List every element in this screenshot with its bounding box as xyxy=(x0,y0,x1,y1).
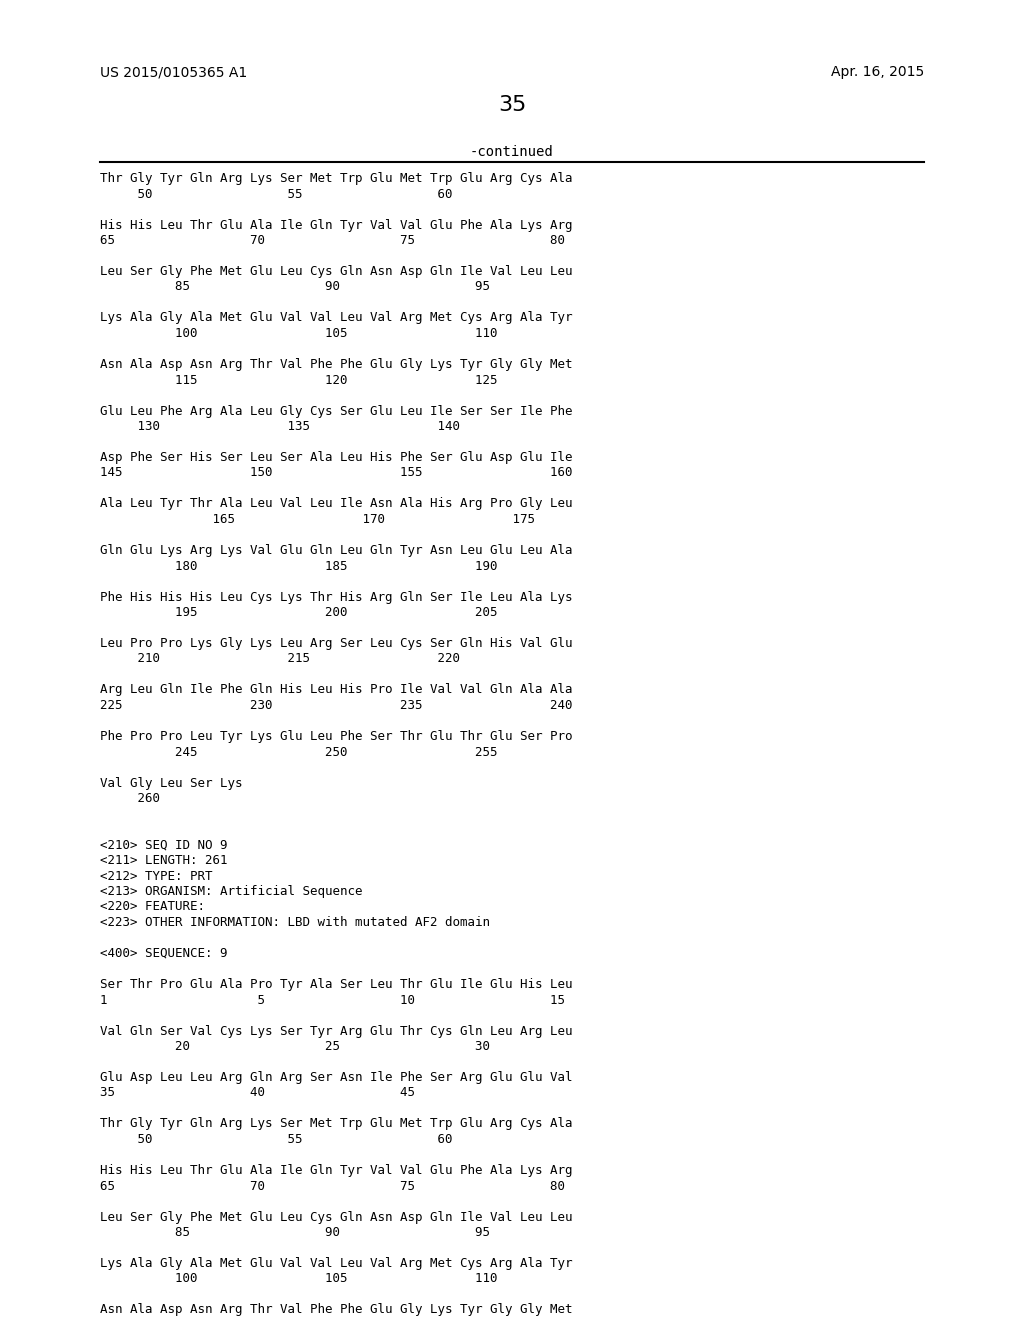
Text: Asp Phe Ser His Ser Leu Ser Ala Leu His Phe Ser Glu Asp Glu Ile: Asp Phe Ser His Ser Leu Ser Ala Leu His … xyxy=(100,451,572,465)
Text: 210                 215                 220: 210 215 220 xyxy=(100,652,460,665)
Text: 35: 35 xyxy=(498,95,526,115)
Text: Ala Leu Tyr Thr Ala Leu Val Leu Ile Asn Ala His Arg Pro Gly Leu: Ala Leu Tyr Thr Ala Leu Val Leu Ile Asn … xyxy=(100,498,572,511)
Text: 20                  25                  30: 20 25 30 xyxy=(100,1040,490,1053)
Text: 145                 150                 155                 160: 145 150 155 160 xyxy=(100,466,572,479)
Text: 225                 230                 235                 240: 225 230 235 240 xyxy=(100,700,572,711)
Text: Val Gly Leu Ser Lys: Val Gly Leu Ser Lys xyxy=(100,776,243,789)
Text: <223> OTHER INFORMATION: LBD with mutated AF2 domain: <223> OTHER INFORMATION: LBD with mutate… xyxy=(100,916,490,929)
Text: 115                 120                 125: 115 120 125 xyxy=(100,374,498,387)
Text: <211> LENGTH: 261: <211> LENGTH: 261 xyxy=(100,854,227,867)
Text: Asn Ala Asp Asn Arg Thr Val Phe Phe Glu Gly Lys Tyr Gly Gly Met: Asn Ala Asp Asn Arg Thr Val Phe Phe Glu … xyxy=(100,1304,572,1316)
Text: Thr Gly Tyr Gln Arg Lys Ser Met Trp Glu Met Trp Glu Arg Cys Ala: Thr Gly Tyr Gln Arg Lys Ser Met Trp Glu … xyxy=(100,172,572,185)
Text: 260: 260 xyxy=(100,792,160,805)
Text: 50                  55                  60: 50 55 60 xyxy=(100,1133,453,1146)
Text: 50                  55                  60: 50 55 60 xyxy=(100,187,453,201)
Text: Phe Pro Pro Leu Tyr Lys Glu Leu Phe Ser Thr Glu Thr Glu Ser Pro: Phe Pro Pro Leu Tyr Lys Glu Leu Phe Ser … xyxy=(100,730,572,743)
Text: Leu Pro Pro Lys Gly Lys Leu Arg Ser Leu Cys Ser Gln His Val Glu: Leu Pro Pro Lys Gly Lys Leu Arg Ser Leu … xyxy=(100,638,572,649)
Text: <210> SEQ ID NO 9: <210> SEQ ID NO 9 xyxy=(100,838,227,851)
Text: Phe His His His Leu Cys Lys Thr His Arg Gln Ser Ile Leu Ala Lys: Phe His His His Leu Cys Lys Thr His Arg … xyxy=(100,590,572,603)
Text: 65                  70                  75                  80: 65 70 75 80 xyxy=(100,1180,565,1192)
Text: Glu Leu Phe Arg Ala Leu Gly Cys Ser Glu Leu Ile Ser Ser Ile Phe: Glu Leu Phe Arg Ala Leu Gly Cys Ser Glu … xyxy=(100,404,572,417)
Text: Asn Ala Asp Asn Arg Thr Val Phe Phe Glu Gly Lys Tyr Gly Gly Met: Asn Ala Asp Asn Arg Thr Val Phe Phe Glu … xyxy=(100,358,572,371)
Text: Thr Gly Tyr Gln Arg Lys Ser Met Trp Glu Met Trp Glu Arg Cys Ala: Thr Gly Tyr Gln Arg Lys Ser Met Trp Glu … xyxy=(100,1118,572,1130)
Text: 65                  70                  75                  80: 65 70 75 80 xyxy=(100,234,565,247)
Text: Lys Ala Gly Ala Met Glu Val Val Leu Val Arg Met Cys Arg Ala Tyr: Lys Ala Gly Ala Met Glu Val Val Leu Val … xyxy=(100,1257,572,1270)
Text: <213> ORGANISM: Artificial Sequence: <213> ORGANISM: Artificial Sequence xyxy=(100,884,362,898)
Text: 1                    5                  10                  15: 1 5 10 15 xyxy=(100,994,565,1006)
Text: 130                 135                 140: 130 135 140 xyxy=(100,420,460,433)
Text: -continued: -continued xyxy=(470,145,554,158)
Text: Apr. 16, 2015: Apr. 16, 2015 xyxy=(830,65,924,79)
Text: 180                 185                 190: 180 185 190 xyxy=(100,560,498,573)
Text: US 2015/0105365 A1: US 2015/0105365 A1 xyxy=(100,65,247,79)
Text: Glu Asp Leu Leu Arg Gln Arg Ser Asn Ile Phe Ser Arg Glu Glu Val: Glu Asp Leu Leu Arg Gln Arg Ser Asn Ile … xyxy=(100,1071,572,1084)
Text: <400> SEQUENCE: 9: <400> SEQUENCE: 9 xyxy=(100,946,227,960)
Text: Arg Leu Gln Ile Phe Gln His Leu His Pro Ile Val Val Gln Ala Ala: Arg Leu Gln Ile Phe Gln His Leu His Pro … xyxy=(100,684,572,697)
Text: 35                  40                  45: 35 40 45 xyxy=(100,1086,415,1100)
Text: Val Gln Ser Val Cys Lys Ser Tyr Arg Glu Thr Cys Gln Leu Arg Leu: Val Gln Ser Val Cys Lys Ser Tyr Arg Glu … xyxy=(100,1024,572,1038)
Text: Gln Glu Lys Arg Lys Val Glu Gln Leu Gln Tyr Asn Leu Glu Leu Ala: Gln Glu Lys Arg Lys Val Glu Gln Leu Gln … xyxy=(100,544,572,557)
Text: Leu Ser Gly Phe Met Glu Leu Cys Gln Asn Asp Gln Ile Val Leu Leu: Leu Ser Gly Phe Met Glu Leu Cys Gln Asn … xyxy=(100,1210,572,1224)
Text: 100                 105                 110: 100 105 110 xyxy=(100,327,498,341)
Text: Ser Thr Pro Glu Ala Pro Tyr Ala Ser Leu Thr Glu Ile Glu His Leu: Ser Thr Pro Glu Ala Pro Tyr Ala Ser Leu … xyxy=(100,978,572,991)
Text: <220> FEATURE:: <220> FEATURE: xyxy=(100,900,205,913)
Text: 100                 105                 110: 100 105 110 xyxy=(100,1272,498,1286)
Text: His His Leu Thr Glu Ala Ile Gln Tyr Val Val Glu Phe Ala Lys Arg: His His Leu Thr Glu Ala Ile Gln Tyr Val … xyxy=(100,1164,572,1177)
Text: 195                 200                 205: 195 200 205 xyxy=(100,606,498,619)
Text: 245                 250                 255: 245 250 255 xyxy=(100,746,498,759)
Text: Lys Ala Gly Ala Met Glu Val Val Leu Val Arg Met Cys Arg Ala Tyr: Lys Ala Gly Ala Met Glu Val Val Leu Val … xyxy=(100,312,572,325)
Text: <212> TYPE: PRT: <212> TYPE: PRT xyxy=(100,870,213,883)
Text: 165                 170                 175: 165 170 175 xyxy=(100,513,535,525)
Text: 85                  90                  95: 85 90 95 xyxy=(100,281,490,293)
Text: His His Leu Thr Glu Ala Ile Gln Tyr Val Val Glu Phe Ala Lys Arg: His His Leu Thr Glu Ala Ile Gln Tyr Val … xyxy=(100,219,572,231)
Text: Leu Ser Gly Phe Met Glu Leu Cys Gln Asn Asp Gln Ile Val Leu Leu: Leu Ser Gly Phe Met Glu Leu Cys Gln Asn … xyxy=(100,265,572,279)
Text: 85                  90                  95: 85 90 95 xyxy=(100,1226,490,1239)
